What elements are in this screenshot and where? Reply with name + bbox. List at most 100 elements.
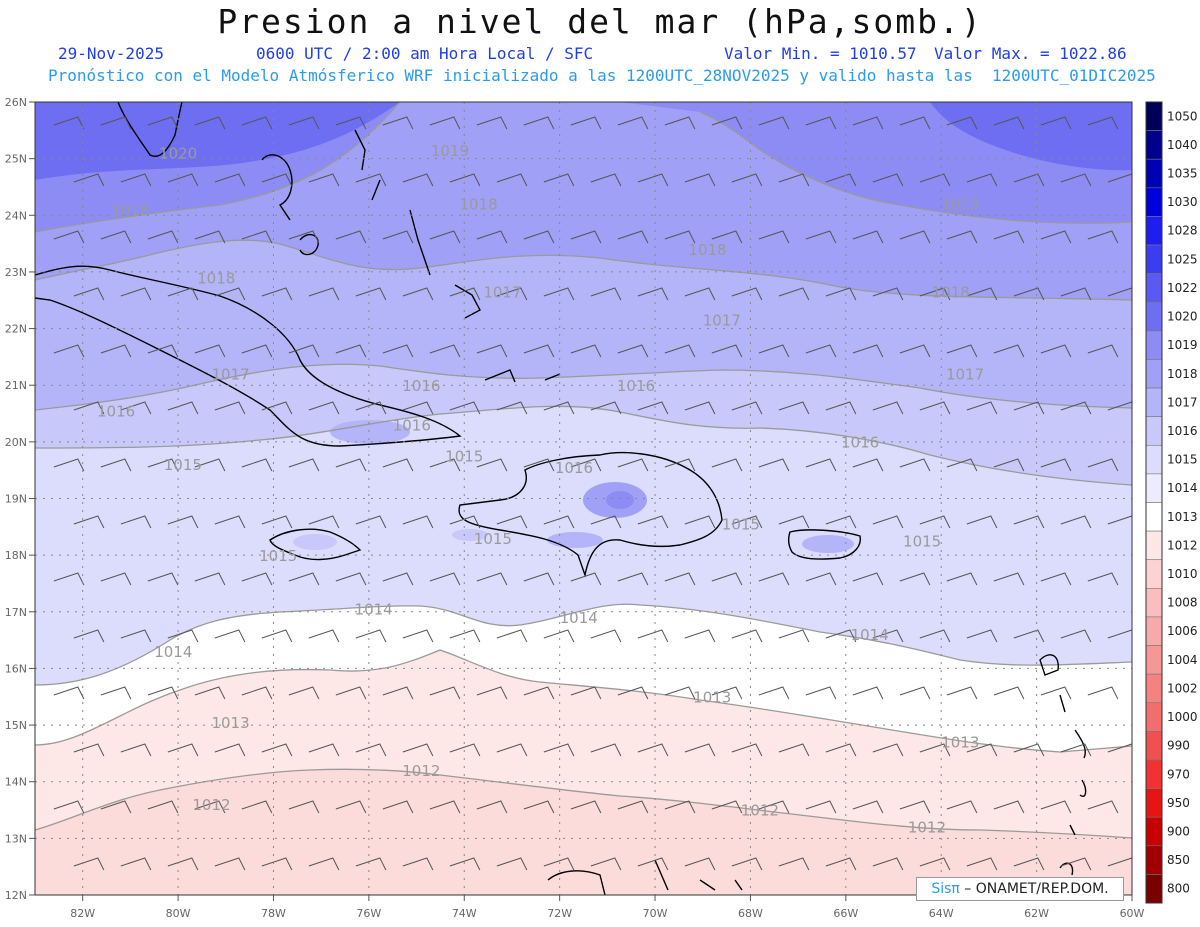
wind-barb (637, 515, 669, 529)
wind-barb (731, 287, 763, 301)
wind-barb (993, 572, 1025, 586)
wind-barb (1013, 401, 1045, 415)
colorbar-label: 1022 (1167, 281, 1198, 295)
wind-barb (899, 800, 931, 814)
wind-barb (214, 401, 246, 415)
wind-barb (617, 116, 649, 130)
wind-barb (194, 686, 226, 700)
wind-barb (872, 287, 904, 301)
colorbar-label: 900 (1167, 824, 1190, 838)
colorbar-swatch (1145, 416, 1163, 446)
wind-barb (261, 515, 293, 529)
colorbar-swatch (1145, 588, 1163, 618)
wind-barb (100, 116, 132, 130)
wind-barb (449, 173, 481, 187)
wind-barb (523, 458, 555, 472)
isobar-label: 1016 (402, 377, 440, 395)
wind-barbs (53, 116, 1132, 871)
wind-barb (261, 857, 293, 871)
wind-barb (355, 173, 387, 187)
colorbar-swatch (1145, 559, 1163, 589)
wind-barb (496, 629, 528, 643)
wind-barb (73, 287, 105, 301)
wind-barb (1013, 743, 1045, 757)
wind-barb (805, 344, 837, 358)
wind-barb (73, 629, 105, 643)
wind-barb (288, 458, 320, 472)
colorbar-swatch (1145, 788, 1163, 818)
wind-barb (1013, 857, 1045, 871)
wind-barb (523, 116, 555, 130)
lat-label: 13N (5, 832, 27, 845)
wind-barb (825, 173, 857, 187)
wind-barb (590, 629, 622, 643)
wind-barb (684, 401, 716, 415)
colorbar-label: 1002 (1167, 681, 1198, 695)
colorbar-swatch (1145, 874, 1163, 904)
wind-barb (429, 344, 461, 358)
wind-barb (805, 686, 837, 700)
wind-barb (73, 743, 105, 757)
wind-barb (778, 173, 810, 187)
colorbar-swatch (1145, 759, 1163, 789)
wind-barb (100, 458, 132, 472)
isobar-label: 1015 (474, 530, 512, 548)
colorbar-swatch (1145, 673, 1163, 704)
wind-barb (617, 458, 649, 472)
wind-barb (73, 401, 105, 415)
wind-barb (805, 116, 837, 130)
wind-barb (805, 800, 837, 814)
wind-barb (570, 686, 602, 700)
wind-barb (382, 800, 414, 814)
wind-barb (288, 686, 320, 700)
wind-barb (288, 572, 320, 586)
wind-barb (194, 116, 226, 130)
wind-barb (758, 572, 790, 586)
wind-barb (53, 230, 85, 244)
wind-barb (617, 344, 649, 358)
colorbar-swatch (1145, 244, 1163, 274)
wind-barb (590, 857, 622, 871)
wind-barb (1013, 173, 1045, 187)
wind-barb (543, 287, 575, 301)
lat-label: 18N (5, 549, 27, 562)
wind-barb (402, 743, 434, 757)
colorbar: 1050 1040 1035 1030 1028 1025 1022 1020 1019 1018… (1145, 101, 1198, 904)
wind-barb (919, 629, 951, 643)
wind-barb (1087, 458, 1119, 472)
wind-barb (872, 515, 904, 529)
wind-barb (1040, 800, 1072, 814)
wind-barb (637, 857, 669, 871)
isobar-label: 1014 (560, 609, 598, 627)
wind-barb (382, 686, 414, 700)
lat-label: 24N (5, 209, 27, 222)
lat-label: 19N (5, 493, 27, 506)
wind-barb (496, 173, 528, 187)
isobar-label: 1012 (192, 796, 230, 814)
colorbar-label: 1018 (1167, 367, 1198, 381)
wind-barb (449, 401, 481, 415)
wind-barb (1060, 515, 1092, 529)
lon-label: 60W (1120, 907, 1145, 920)
wind-barb (261, 401, 293, 415)
colorbar-swatch (1145, 530, 1163, 561)
wind-barb (852, 230, 884, 244)
wind-barb (100, 800, 132, 814)
wind-barb (355, 287, 387, 301)
isobar-label: 1015 (445, 448, 483, 466)
wind-barb (899, 344, 931, 358)
wind-barb (852, 344, 884, 358)
wind-barb (825, 401, 857, 415)
wind-barb (852, 686, 884, 700)
wind-barb (308, 287, 340, 301)
wind-barb (664, 230, 696, 244)
isobar-label: 1016 (97, 402, 135, 420)
wind-barb (214, 629, 246, 643)
wind-barb (872, 743, 904, 757)
wind-barb (261, 173, 293, 187)
wind-barb (402, 401, 434, 415)
wind-barb (382, 572, 414, 586)
min-value: Valor Min. = 1010.57 (724, 44, 917, 63)
wind-barb (120, 401, 152, 415)
wind-barb (617, 230, 649, 244)
